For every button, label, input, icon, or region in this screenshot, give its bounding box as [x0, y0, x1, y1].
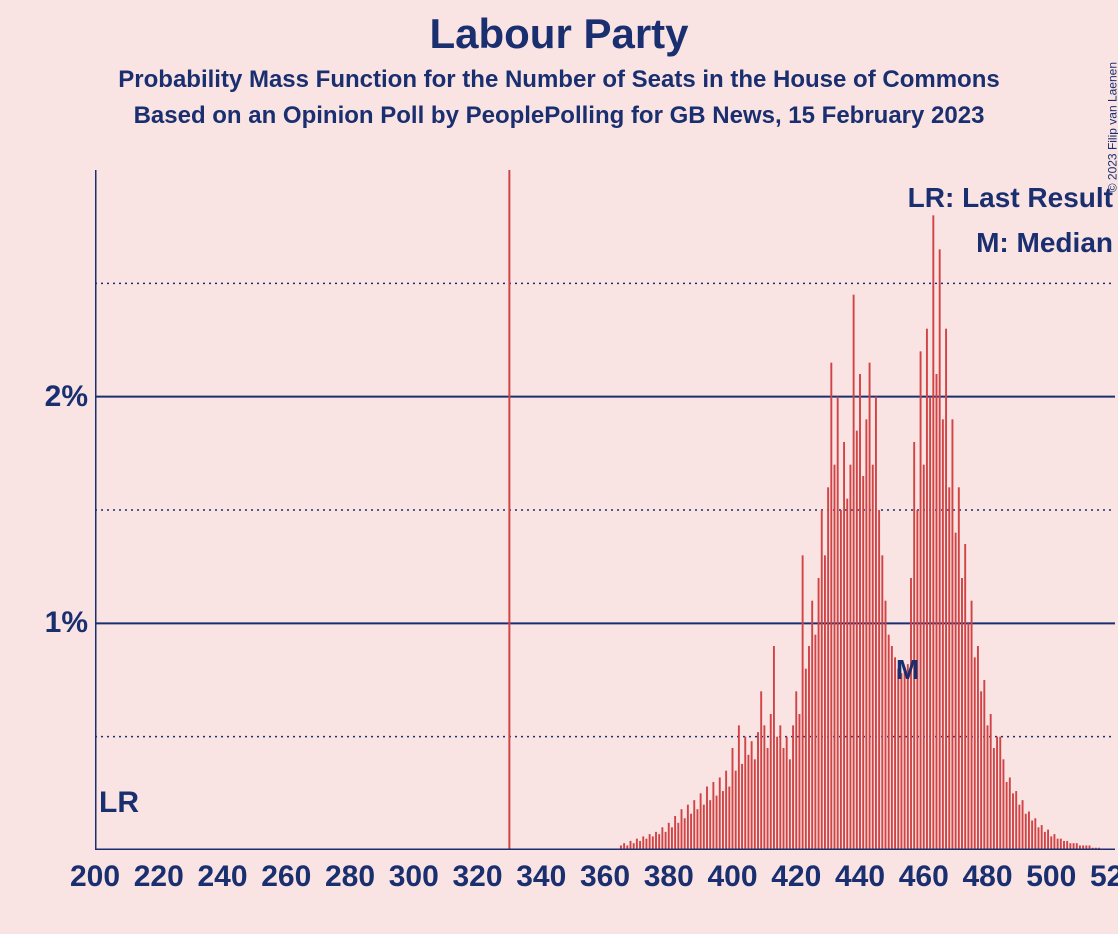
- x-tick-label: 500: [1026, 860, 1076, 894]
- x-tick-label: 240: [197, 860, 247, 894]
- median-marker-label: M: [896, 654, 919, 686]
- x-tick-label: 440: [835, 860, 885, 894]
- y-tick-label: 2%: [45, 380, 88, 414]
- x-tick-label: 260: [261, 860, 311, 894]
- x-tick-label: 420: [771, 860, 821, 894]
- y-tick-label: 1%: [45, 606, 88, 640]
- x-axis-labels: 2002202402602803003203403603804004204404…: [95, 860, 1115, 910]
- chart-subtitle-1: Probability Mass Function for the Number…: [0, 66, 1118, 94]
- x-tick-label: 480: [962, 860, 1012, 894]
- lr-marker-label: LR: [99, 786, 139, 820]
- x-tick-label: 320: [452, 860, 502, 894]
- x-tick-label: 340: [516, 860, 566, 894]
- chart-subtitle-2: Based on an Opinion Poll by PeoplePollin…: [0, 102, 1118, 130]
- chart-title: Labour Party: [0, 10, 1118, 58]
- x-tick-label: 380: [644, 860, 694, 894]
- x-tick-label: 360: [580, 860, 630, 894]
- x-tick-label: 460: [899, 860, 949, 894]
- legend-m: M: Median: [908, 221, 1113, 266]
- chart-area: LR: Last Result M: Median LR M 1% 2% 200 2…: [0, 170, 1118, 934]
- plot-area: LR: Last Result M: Median LR M: [95, 170, 1115, 850]
- legend-lr: LR: Last Result: [908, 176, 1113, 221]
- x-tick-label: 280: [325, 860, 375, 894]
- x-tick-label: 520: [1090, 860, 1118, 894]
- x-tick-label: 300: [389, 860, 439, 894]
- x-tick-label: 200: [70, 860, 120, 894]
- plot-svg: [95, 170, 1115, 850]
- x-tick-label: 220: [134, 860, 184, 894]
- x-tick-label: 400: [707, 860, 757, 894]
- legend: LR: Last Result M: Median: [908, 176, 1113, 266]
